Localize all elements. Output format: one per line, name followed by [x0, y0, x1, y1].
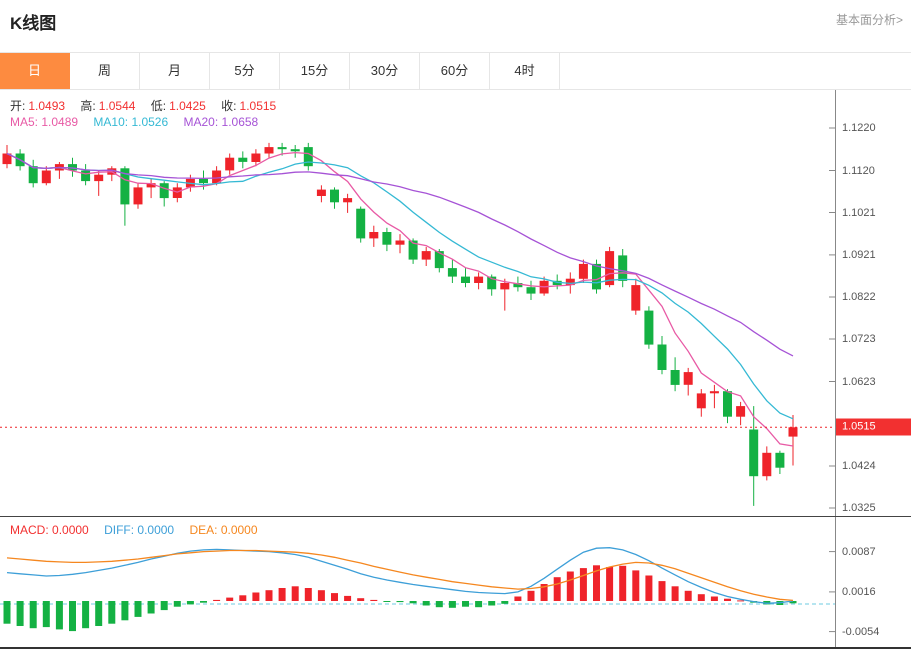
dea-label: DEA:	[189, 523, 218, 537]
price-axis-line	[835, 90, 836, 648]
tab-30min[interactable]: 30分	[350, 53, 420, 89]
price-axis-label: 1.0822	[842, 291, 876, 303]
macd-chart[interactable]	[0, 516, 836, 650]
panel-separator	[0, 516, 911, 517]
macd-axis-label: -0.0054	[842, 625, 880, 638]
close-value: 1.0515	[239, 99, 277, 113]
tab-week[interactable]: 周	[70, 53, 140, 89]
chart-bottom-border	[0, 647, 911, 649]
high-value: 1.0544	[98, 99, 136, 113]
candlestick-chart[interactable]	[0, 90, 836, 516]
macd-label: MACD:	[10, 523, 49, 537]
diff-label: DIFF:	[104, 523, 135, 537]
tab-15min[interactable]: 15分	[280, 53, 350, 89]
price-axis-label: 1.0424	[842, 460, 876, 472]
price-axis-label: 1.0325	[842, 502, 876, 514]
tab-day[interactable]: 日	[0, 53, 70, 89]
tab-4hour[interactable]: 4时	[490, 53, 560, 89]
ma10-value: 1.0526	[131, 115, 169, 129]
fundamental-analysis-link[interactable]: 基本面分析>	[835, 13, 903, 27]
macd-axis-label: 0.0087	[842, 545, 876, 558]
diff-value: 0.0000	[137, 523, 175, 537]
current-price-badge: 1.0515	[836, 418, 911, 436]
ma20-label: MA20:	[183, 115, 219, 129]
page-title: K线图	[10, 14, 57, 33]
ohlc-legend: 开: 1.0493 高: 1.0544 低: 1.0425 收: 1.0515	[10, 97, 288, 114]
tab-month[interactable]: 月	[140, 53, 210, 89]
low-label: 低:	[150, 99, 167, 113]
open-label: 开:	[10, 99, 26, 113]
ma5-value: 1.0489	[41, 115, 79, 129]
price-axis-label: 1.0921	[842, 248, 876, 261]
price-axis-label: 1.0623	[842, 375, 876, 388]
tab-60min[interactable]: 60分	[420, 53, 490, 89]
tab-5min[interactable]: 5分	[210, 53, 280, 89]
price-axis-label: 1.1021	[842, 206, 876, 219]
price-axis-label: 1.1220	[842, 122, 876, 134]
ma-legend: MA5: 1.0489 MA10: 1.0526 MA20: 1.0658	[10, 115, 270, 129]
close-label: 收:	[221, 99, 237, 113]
interval-tabs: 日 周 月 5分 15分 30分 60分 4时	[0, 52, 911, 90]
open-value: 1.0493	[28, 99, 66, 113]
macd-value: 0.0000	[52, 523, 89, 537]
dea-value: 0.0000	[220, 523, 258, 537]
ma20-value: 1.0658	[221, 115, 259, 129]
low-value: 1.0425	[169, 99, 206, 113]
price-axis-label: 1.1120	[842, 164, 875, 177]
macd-legend: MACD: 0.0000 DIFF: 0.0000 DEA: 0.0000	[10, 523, 270, 537]
macd-axis-label: 0.0016	[842, 585, 876, 598]
ma10-label: MA10:	[93, 115, 129, 129]
price-axis-label: 1.0723	[842, 333, 876, 345]
high-label: 高:	[80, 99, 96, 113]
ma5-label: MA5:	[10, 115, 39, 129]
